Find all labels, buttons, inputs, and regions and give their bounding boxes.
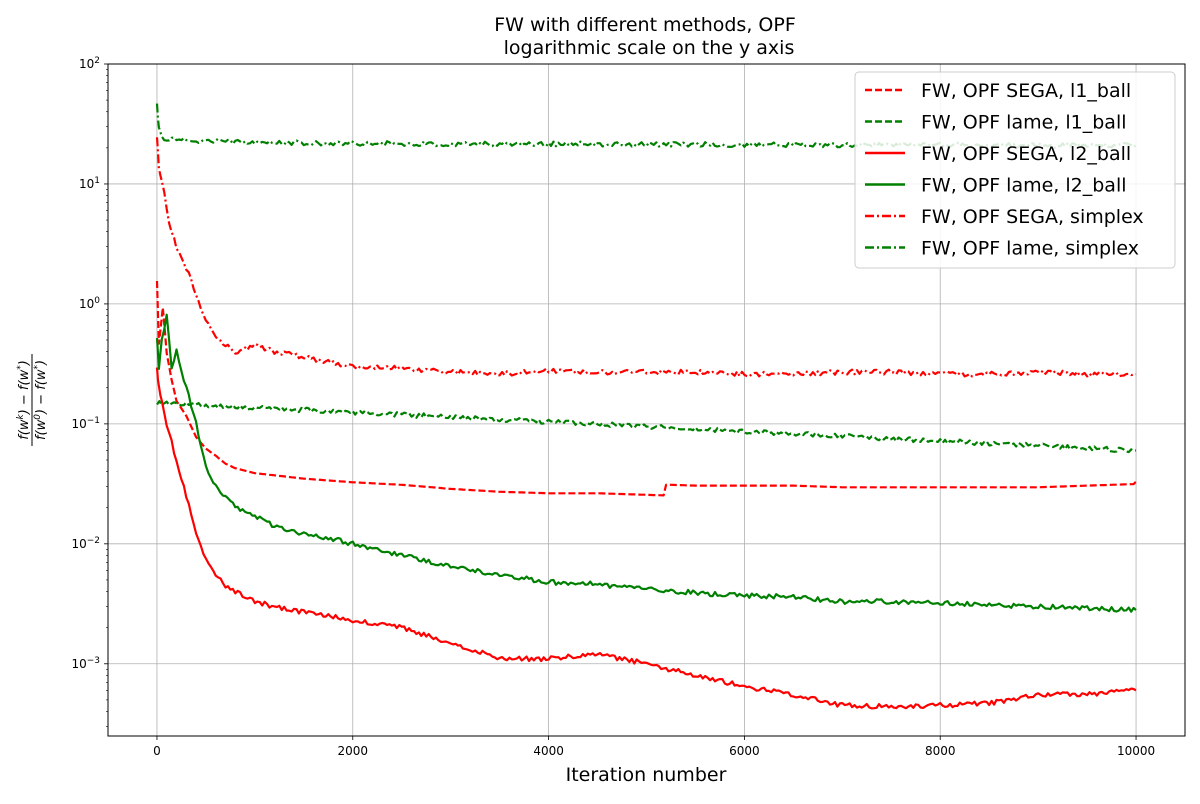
series-line	[155, 367, 1137, 710]
plot-frame	[107, 63, 1186, 737]
y-tick-label: 10−2	[71, 536, 100, 551]
y-tick-label: 100	[79, 296, 100, 311]
x-axis-ticks: 0 2000 4000 6000 8000 10000	[153, 736, 1155, 758]
legend-entry: FW, OPF lame, l2_ball	[921, 175, 1127, 197]
chart-title: FW with different methods, OPF	[494, 14, 796, 36]
x-tick-label: 8000	[925, 744, 956, 758]
series-line	[156, 400, 1137, 454]
x-tick-label: 6000	[729, 744, 760, 758]
series-line	[155, 137, 1137, 378]
y-tick-label: 102	[79, 56, 100, 71]
legend-entry: FW, OPF lame, simplex	[921, 238, 1139, 260]
legend: FW, OPF SEGA, l1_ball FW, OPF lame, l1_ba…	[854, 71, 1176, 269]
legend-entry: FW, OPF SEGA, simplex	[921, 206, 1144, 228]
legend-entry: FW, OPF SEGA, l1_ball	[921, 80, 1131, 102]
y-axis-ticks: 10−3 10−2 10−1 100 101 102	[71, 56, 108, 727]
x-tick-label: 4000	[533, 744, 564, 758]
x-tick-label: 0	[153, 744, 161, 758]
x-tick-label: 2000	[337, 744, 368, 758]
y-axis-label-numerator: f(wk) − f(w*)	[16, 360, 32, 440]
legend-box	[854, 71, 1176, 269]
x-axis-label: Iteration number	[566, 764, 727, 786]
legend-entry: FW, OPF lame, l1_ball	[921, 112, 1127, 134]
y-tick-label: 10−1	[71, 416, 100, 431]
y-axis-label-denominator: f(w0) − f(w*)	[33, 360, 49, 440]
series-line	[155, 313, 1137, 613]
legend-entry: FW, OPF SEGA, l2_ball	[921, 143, 1131, 165]
series-line	[155, 280, 1137, 497]
y-axis-label: f(wk) − f(w*) f(w0) − f(w*)	[16, 354, 49, 446]
y-tick-label: 101	[79, 176, 100, 191]
x-tick-label: 10000	[1117, 744, 1155, 758]
chart-subtitle: logarithmic scale on the y axis	[504, 37, 795, 59]
y-tick-label: 10−3	[71, 656, 100, 671]
